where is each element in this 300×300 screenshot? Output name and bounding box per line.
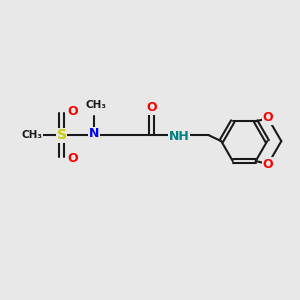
Text: O: O xyxy=(68,152,78,165)
Text: O: O xyxy=(262,111,273,124)
Text: O: O xyxy=(68,105,78,118)
Text: O: O xyxy=(146,101,157,114)
Text: N: N xyxy=(89,127,99,140)
Text: NH: NH xyxy=(169,130,190,143)
Text: O: O xyxy=(262,158,273,171)
Text: S: S xyxy=(57,128,67,142)
Text: CH₃: CH₃ xyxy=(85,100,106,110)
Text: CH₃: CH₃ xyxy=(22,130,43,140)
